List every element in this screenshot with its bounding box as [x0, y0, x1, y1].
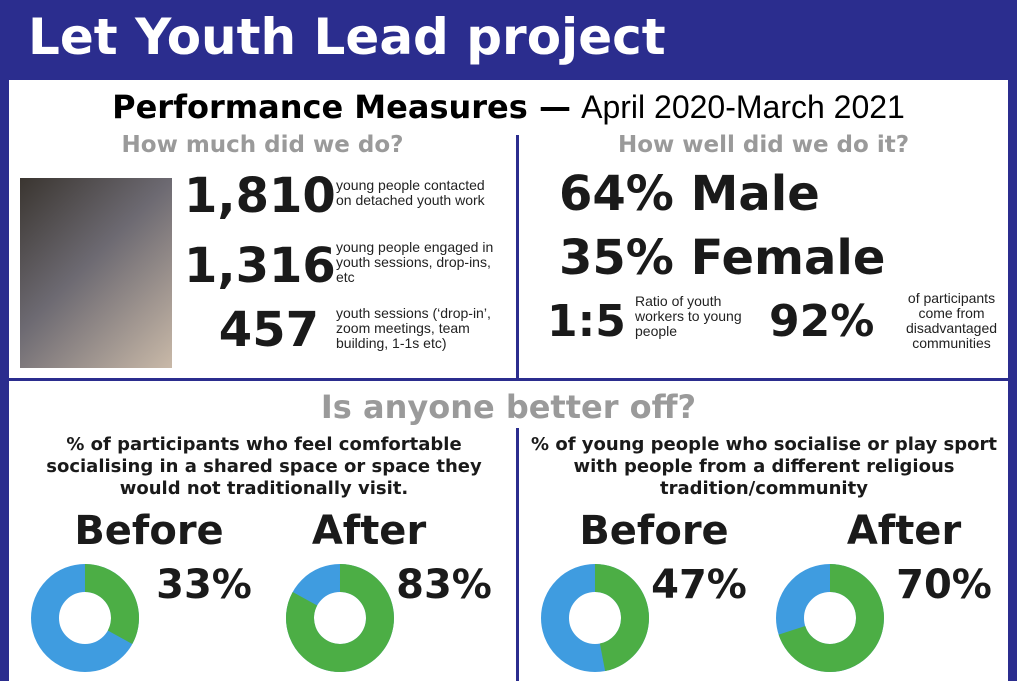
- percent-label: 33%: [156, 562, 252, 608]
- donut-charts: Before 33% After 83% Before 47% After 70%: [9, 80, 1008, 681]
- period-label: Before: [74, 508, 223, 554]
- donut-segment: [595, 578, 635, 657]
- period-label: After: [312, 508, 427, 554]
- title: Let Youth Lead project: [28, 8, 666, 66]
- infographic: Let Youth Lead project Performance Measu…: [0, 0, 1017, 681]
- period-label: Before: [579, 508, 728, 554]
- donut-segment: [85, 578, 125, 637]
- percent-label: 70%: [896, 562, 992, 608]
- percent-label: 47%: [651, 562, 747, 608]
- percent-label: 83%: [396, 562, 492, 608]
- panel: Performance Measures — April 2020-March …: [9, 80, 1008, 681]
- period-label: After: [847, 508, 962, 554]
